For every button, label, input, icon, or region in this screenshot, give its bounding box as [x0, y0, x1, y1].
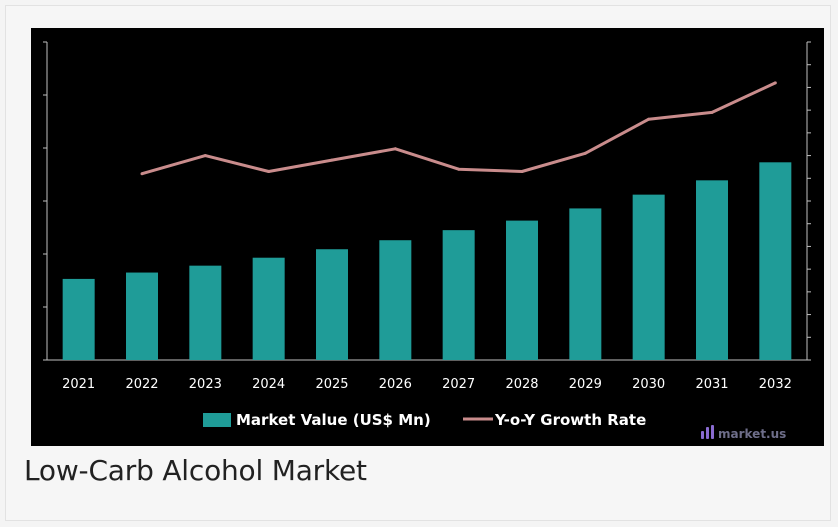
bar-2031	[696, 180, 728, 360]
bar-2025	[316, 249, 348, 360]
bar-2027	[442, 230, 475, 360]
combo-chart: 2021 2022 2023 2024 2025 2026 2027 2028 2029 2030…	[43, 41, 811, 441]
growth-point-2024	[267, 169, 271, 173]
brand-name: market.us	[718, 427, 786, 441]
x-tick-2023: 2023	[189, 377, 222, 392]
chart-frame: 2021 2022 2023 2024 2025 2026 2027 2028 2029 2030…	[31, 28, 824, 446]
bars-group	[62, 162, 792, 360]
x-tick-2025: 2025	[315, 377, 348, 392]
legend-swatch-market-value	[203, 413, 231, 427]
growth-point-2026	[393, 147, 397, 151]
x-tick-2028: 2028	[505, 377, 538, 392]
bar-2023	[189, 265, 222, 360]
growth-point-2023	[203, 154, 207, 158]
market-us-logo-icon	[701, 425, 714, 439]
growth-point-2030	[647, 117, 651, 121]
x-tick-2031: 2031	[695, 377, 728, 392]
x-tick-2026: 2026	[379, 377, 412, 392]
chart-card: 2021 2022 2023 2024 2025 2026 2027 2028 2029 2030…	[5, 5, 831, 521]
x-tick-2024: 2024	[252, 377, 285, 392]
axes	[43, 41, 811, 361]
bar-2024	[252, 257, 285, 360]
legend-label-growth-rate: Y-o-Y Growth Rate	[494, 411, 646, 429]
bar-2022	[126, 272, 158, 360]
x-tick-2022: 2022	[125, 377, 158, 392]
growth-line-group	[140, 81, 777, 176]
growth-point-2028	[520, 169, 524, 173]
bar-2029	[569, 208, 602, 360]
bar-2028	[506, 220, 538, 360]
growth-point-2031	[710, 110, 714, 114]
x-tick-2027: 2027	[442, 377, 475, 392]
growth-point-2027	[457, 167, 461, 171]
bar-2021	[62, 278, 95, 360]
growth-point-2032	[773, 81, 777, 85]
x-tick-2032: 2032	[759, 377, 792, 392]
x-tick-2029: 2029	[569, 377, 602, 392]
legend: Market Value (US$ Mn) Y-o-Y Growth Rate	[203, 411, 646, 429]
brand-logo: market.us	[701, 425, 786, 441]
growth-point-2025	[330, 158, 334, 162]
bar-2030	[632, 194, 665, 360]
x-tick-2021: 2021	[62, 377, 95, 392]
growth-point-2022	[140, 172, 144, 176]
growth-rate-line	[141, 81, 776, 176]
bar-2032	[759, 162, 792, 360]
growth-point-2029	[583, 151, 587, 155]
bar-2026	[379, 240, 412, 360]
x-tick-2030: 2030	[632, 377, 665, 392]
x-tick-labels: 2021 2022 2023 2024 2025 2026 2027 2028 2029 2030…	[62, 377, 792, 392]
chart-caption: Low-Carb Alcohol Market	[24, 454, 367, 487]
legend-label-market-value: Market Value (US$ Mn)	[236, 411, 431, 429]
